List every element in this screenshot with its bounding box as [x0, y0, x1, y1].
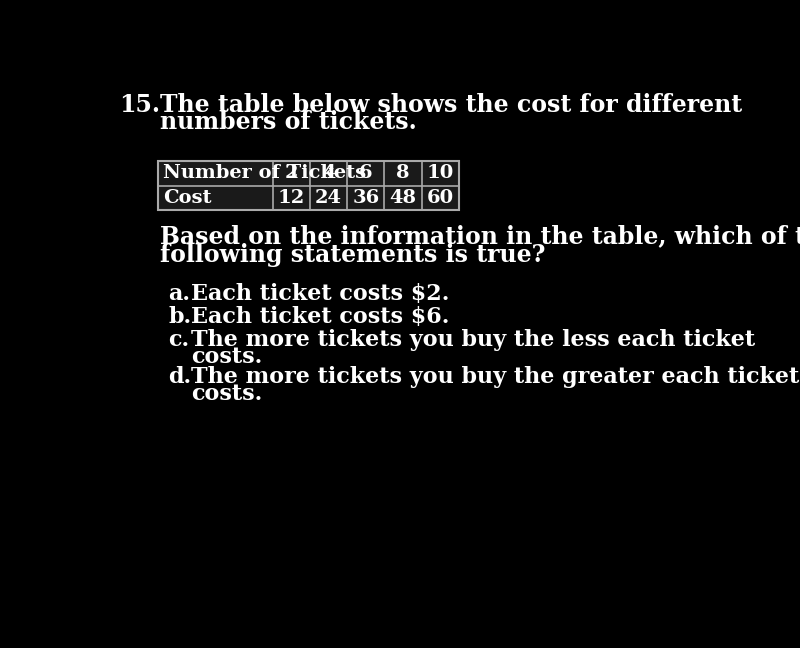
Bar [158, 161, 459, 210]
Text: Each ticket costs $6.: Each ticket costs $6. [191, 306, 450, 328]
Text: numbers of tickets.: numbers of tickets. [161, 110, 418, 134]
Text: costs.: costs. [191, 346, 262, 367]
Text: 48: 48 [390, 189, 417, 207]
Text: b.: b. [168, 306, 191, 328]
Text: 15.: 15. [119, 93, 160, 117]
Text: c.: c. [168, 329, 190, 351]
Text: 12: 12 [278, 189, 305, 207]
Text: 60: 60 [426, 189, 454, 207]
Text: Based on the information in the table, which of the: Based on the information in the table, w… [161, 224, 800, 248]
Text: Number of Tickets: Number of Tickets [162, 164, 366, 182]
Text: 36: 36 [352, 189, 379, 207]
Text: The more tickets you buy the less each ticket: The more tickets you buy the less each t… [191, 329, 755, 351]
Text: 24: 24 [315, 189, 342, 207]
Text: The more tickets you buy the greater each ticket: The more tickets you buy the greater eac… [191, 365, 800, 388]
Text: following statements is true?: following statements is true? [161, 242, 546, 266]
Text: costs.: costs. [191, 383, 262, 405]
Text: Cost: Cost [162, 189, 211, 207]
Text: 4: 4 [322, 164, 335, 182]
Text: a.: a. [168, 283, 190, 305]
Text: 10: 10 [426, 164, 454, 182]
Text: Each ticket costs $2.: Each ticket costs $2. [191, 283, 450, 305]
Text: 2: 2 [285, 164, 298, 182]
Text: 8: 8 [396, 164, 410, 182]
Text: The table below shows the cost for different: The table below shows the cost for diffe… [161, 93, 742, 117]
Text: d.: d. [168, 365, 191, 388]
Text: 6: 6 [359, 164, 373, 182]
